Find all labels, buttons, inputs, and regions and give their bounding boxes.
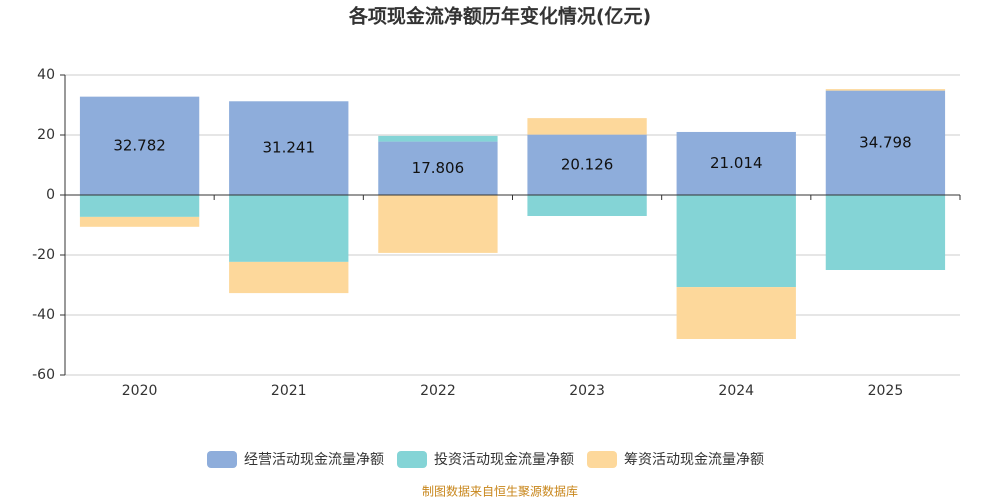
bar <box>378 195 498 253</box>
y-tick-label: -20 <box>32 247 55 263</box>
bar <box>825 195 946 270</box>
x-tick-label: 2022 <box>420 383 456 399</box>
legend-swatch <box>587 451 617 468</box>
bar <box>825 90 946 195</box>
bar <box>229 101 349 195</box>
x-tick-label: 2024 <box>718 383 754 399</box>
bar <box>378 135 498 142</box>
data-label: 32.782 <box>113 136 166 154</box>
bar <box>676 131 796 195</box>
bar <box>527 195 647 216</box>
x-tick-label: 2020 <box>122 383 158 399</box>
bar <box>378 141 498 195</box>
legend-label: 经营活动现金流量净额 <box>244 452 384 468</box>
x-tick-label: 2021 <box>271 383 307 399</box>
y-tick-label: 0 <box>46 187 55 203</box>
data-label: 17.806 <box>412 159 465 177</box>
data-label: 20.126 <box>561 155 614 173</box>
y-tick-label: -40 <box>32 307 55 323</box>
data-label: 31.241 <box>263 139 316 157</box>
x-tick-label: 2025 <box>868 383 904 399</box>
footer: 制图数据来自恒生聚源数据库 <box>422 484 578 499</box>
bar <box>676 195 796 288</box>
legend-label: 筹资活动现金流量净额 <box>624 451 764 468</box>
bar <box>79 96 200 195</box>
y-tick-label: -60 <box>32 367 55 383</box>
x-tick-label: 2023 <box>569 383 605 399</box>
legend-swatch <box>207 451 237 468</box>
bar <box>79 216 200 227</box>
y-tick-label: 40 <box>37 67 55 83</box>
legend-label: 投资活动现金流量净额 <box>434 452 574 468</box>
y-tick-label: 20 <box>37 127 55 143</box>
bar <box>527 118 647 135</box>
chart-title: 各项现金流净额历年变化情况(亿元) <box>348 5 651 28</box>
bar <box>229 261 349 294</box>
legend-swatch <box>397 451 427 468</box>
data-label: 21.014 <box>710 154 763 172</box>
bar <box>79 195 200 217</box>
bar <box>229 195 349 262</box>
bar <box>676 287 796 339</box>
bar <box>527 134 647 195</box>
bar <box>825 89 946 91</box>
data-label: 34.798 <box>859 133 912 151</box>
